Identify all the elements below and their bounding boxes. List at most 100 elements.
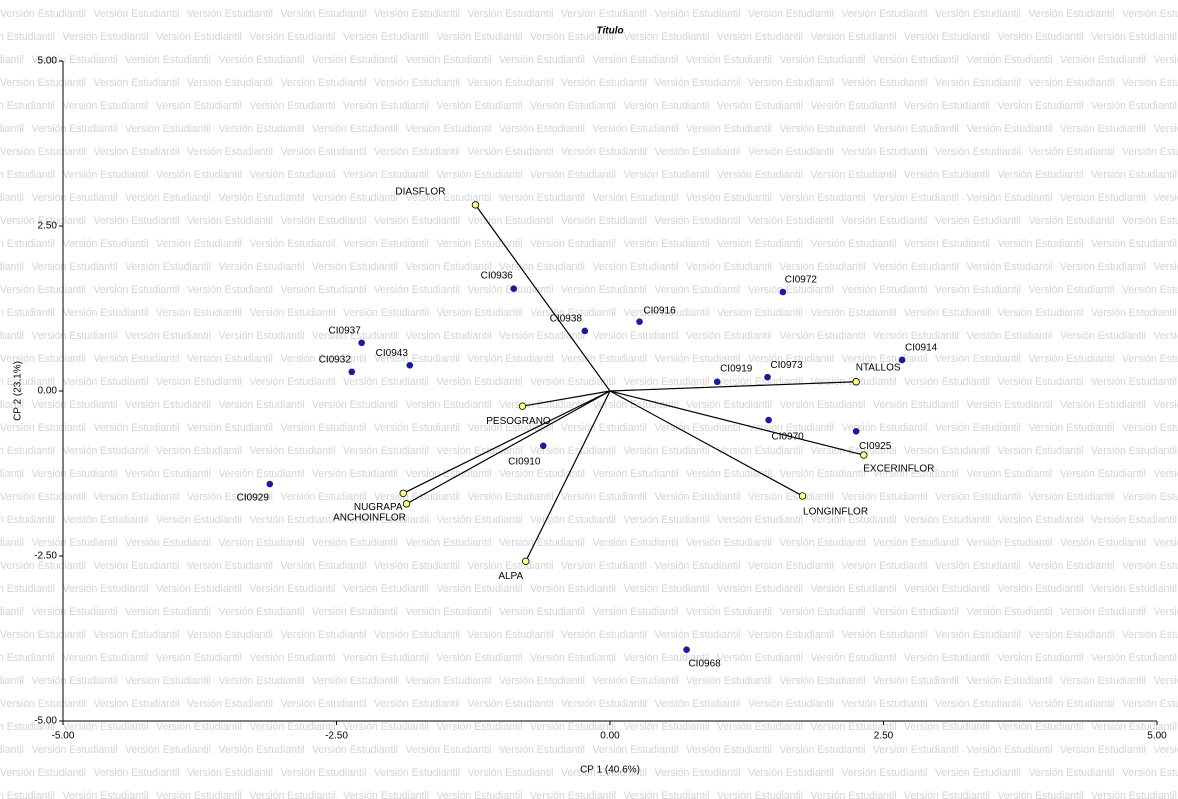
watermark: Versión Estudiantil (0, 721, 55, 733)
watermark: Versión Estudiantil (1091, 514, 1177, 526)
watermark: Versión Estudiantil (717, 652, 803, 664)
watermark: Versión Estudiantil (998, 583, 1084, 595)
watermark: Versión Estudiantil (1091, 31, 1177, 43)
watermark: Versión Estudiantil (499, 192, 585, 204)
watermark: Versión Estudiantil (561, 698, 647, 710)
watermark: Versión Estudiantil (343, 514, 429, 526)
watermark: Versión Estudiantil (0, 284, 86, 296)
watermark: Versión Estudiantil (125, 330, 211, 342)
watermark: Versión Estudiantil (780, 123, 866, 135)
watermark: Versión Estudiantil (250, 583, 336, 595)
watermark: Versión Estudiantil (780, 261, 866, 273)
point (852, 427, 860, 435)
watermark: Versión Estudiantil (63, 652, 149, 664)
watermark: Versión Estudiantil (94, 491, 180, 503)
watermark: Versión Estudiantil (437, 514, 523, 526)
point (898, 356, 906, 364)
watermark: Versión Estudiantil (842, 146, 928, 158)
watermark: Versión Estudiantil (748, 353, 834, 365)
watermark: Versión Estudiantil (655, 77, 741, 89)
watermark: Versión Estudiantil (967, 399, 1053, 411)
watermark: Versión Estudiantil (967, 606, 1053, 618)
point (266, 480, 274, 488)
point (683, 646, 690, 654)
watermark: Versión Estudiantil (873, 744, 959, 756)
watermark: Versión Estudiantil (187, 698, 273, 710)
watermark: Versión Estudiantil (904, 445, 990, 457)
watermark: Versión Estudiantil (593, 606, 679, 618)
watermark: Versión Estudiantil (125, 675, 211, 687)
watermark: Versión Estudiantil (468, 77, 554, 89)
watermark: Versión Estudiantil (967, 468, 1053, 480)
vector-label: PESOGRANO (486, 416, 551, 427)
vector-point (798, 492, 807, 500)
watermark: Versión Estudiantil (811, 31, 897, 43)
watermark: Versión Estudiantil (0, 675, 24, 687)
watermark: Versión Estudiantil (717, 238, 803, 250)
watermark: Versión Estudiantil (624, 445, 710, 457)
x-tick-label: -5.00 (52, 731, 75, 742)
watermark: Versión Estudiantil (780, 468, 866, 480)
watermark: Versión Estudiantil (935, 215, 1021, 227)
watermark: Versión Estudiantil (219, 675, 305, 687)
watermark: Versión Estudiantil (655, 491, 741, 503)
watermark: Versión Estudiantil (998, 514, 1084, 526)
watermark: Versión Estudiantil (468, 8, 554, 20)
watermark: Versión Estudiantil (1091, 652, 1177, 664)
watermark: Versión Estudiantil (32, 54, 118, 66)
watermark: Versión Estudiantil (873, 261, 959, 273)
point (539, 442, 547, 450)
watermark: Versión Estudiantil (686, 192, 772, 204)
watermark: Versión Estudiantil (0, 491, 86, 503)
watermark: Versión Estudiantil (1029, 767, 1115, 779)
watermark: Versión Estudiantil (748, 629, 834, 641)
watermark: Versión Estudiantil (780, 606, 866, 618)
watermark: Versión Estudiantil (63, 790, 149, 799)
vector-label: ALPA (498, 571, 523, 582)
watermark: Versión Estudiantil (312, 54, 398, 66)
point (713, 378, 721, 386)
watermark: Versión Estudiantil (873, 537, 959, 549)
watermark: Versión Estudiantil (0, 790, 55, 799)
watermark: Versión Estudiantil (94, 767, 180, 779)
watermark: Versión Estudiantil (156, 100, 242, 112)
watermark: Versión Estudiantil (780, 744, 866, 756)
watermark: Versión Estudiantil (374, 215, 460, 227)
watermark: Versión Estudiantil (63, 31, 149, 43)
watermark: Versión Estudiantil (561, 8, 647, 20)
watermark: Versión Estudiantil (406, 399, 492, 411)
watermark: Versión Estudiantil (250, 100, 336, 112)
watermark: Versión Estudiantil (1091, 307, 1177, 319)
watermark: Versión Estudiantil (125, 123, 211, 135)
watermark: Versión Estudiantil (561, 215, 647, 227)
point-label: CI0925 (859, 441, 892, 452)
watermark: Versión Estudiantil (686, 54, 772, 66)
watermark: Versión Estudiantil (437, 238, 523, 250)
point (358, 339, 365, 347)
point-label: CI0973 (770, 360, 803, 371)
watermark: Versión Estudiantil (811, 307, 897, 319)
watermark: Versión Estudiantil (63, 583, 149, 595)
watermark: Versión Estudiantil (406, 192, 492, 204)
watermark: Versión Estudiantil (967, 123, 1053, 135)
watermark: Versión Estudiantil (187, 767, 273, 779)
watermark: Versión Estudiantil (624, 514, 710, 526)
watermark: Versión Estudiantil (1060, 54, 1146, 66)
watermark: Versión Estudiantil (1060, 537, 1146, 549)
y-tick-label: 2.50 (38, 221, 58, 232)
vector-label: EXCERINFLOR (863, 464, 934, 475)
watermark: Versión Estudiantil (842, 77, 928, 89)
watermark: Versión Estudiantil (1154, 399, 1178, 411)
watermark: Versión Estudiantil (1122, 215, 1178, 227)
watermark: Versión Estudiantil (842, 560, 928, 572)
watermark: Versión Estudiantil (32, 537, 118, 549)
watermark: Versión Estudiantil (1091, 169, 1177, 181)
watermark: Versión Estudiantil (437, 721, 523, 733)
watermark: Versión Estudiantil (374, 698, 460, 710)
watermark: Versión Estudiantil (156, 652, 242, 664)
watermark: Versión Estudiantil (935, 422, 1021, 434)
watermark: Versión Estudiantil (0, 560, 86, 572)
vector-point (399, 489, 407, 497)
watermark: Versión Estudiantil (374, 8, 460, 20)
watermark: Versión Estudiantil (281, 698, 367, 710)
